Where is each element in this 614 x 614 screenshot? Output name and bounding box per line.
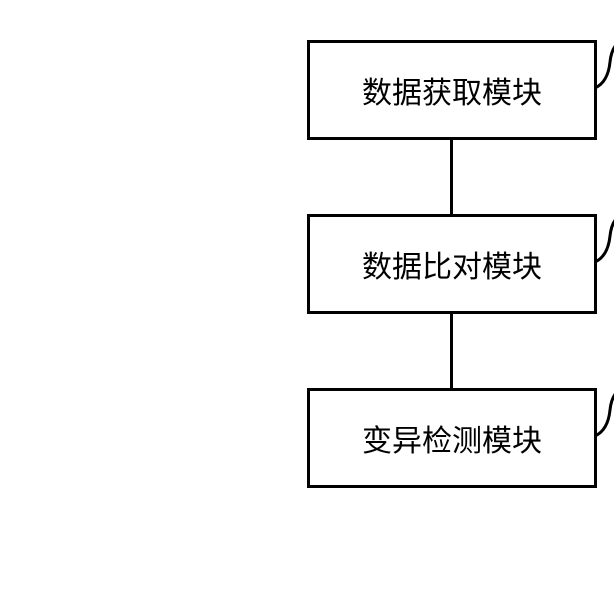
node-110-label: 数据获取模块 bbox=[362, 68, 542, 112]
connector-1 bbox=[450, 140, 453, 214]
ref-curve-110 bbox=[592, 30, 614, 100]
node-120-label: 数据比对模块 bbox=[362, 242, 542, 286]
ref-curve-130 bbox=[592, 378, 614, 448]
node-120: 数据比对模块 bbox=[307, 214, 597, 314]
node-110: 数据获取模块 bbox=[307, 40, 597, 140]
node-130: 变异检测模块 bbox=[307, 388, 597, 488]
ref-curve-120 bbox=[592, 204, 614, 274]
connector-2 bbox=[450, 314, 453, 388]
node-130-label: 变异检测模块 bbox=[362, 416, 542, 460]
